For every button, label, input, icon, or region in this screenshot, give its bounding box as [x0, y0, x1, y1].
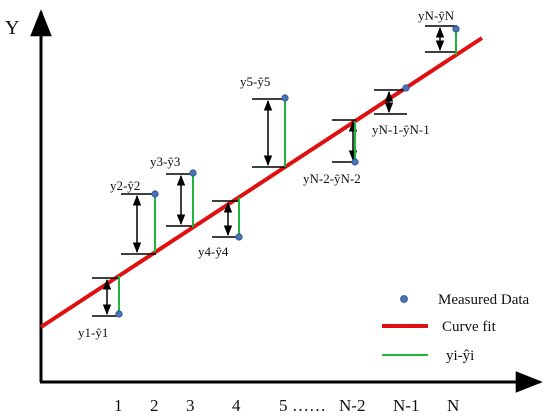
x-tick-ellipsis: ……: [292, 396, 326, 415]
measured-point-2: [151, 190, 159, 198]
x-tick-3: 3: [186, 396, 195, 415]
y1-y1hat-label: y1-ŷ1: [78, 325, 108, 340]
measured-point-8: [452, 25, 460, 33]
x-tick-5: 5: [279, 396, 288, 415]
yN2-label: yN-2-ŷN-2: [303, 171, 361, 186]
x-tick-1: 1: [114, 396, 123, 415]
measured-point-1: [115, 310, 123, 318]
yN-label: yN-ŷN: [418, 8, 455, 23]
x-tick-4: 4: [232, 396, 241, 415]
measured-point-4: [235, 233, 243, 241]
y5-y5hat-label: y5-ŷ5: [240, 74, 270, 89]
x-tick-n-2: N-2: [339, 396, 365, 415]
y-axis-label: Y: [5, 17, 19, 39]
legend-curve-fit: Curve fit: [442, 319, 497, 335]
measured-point-3: [189, 169, 197, 177]
x-tick-n-1: N-1: [393, 396, 419, 415]
legend-point-icon: [400, 295, 408, 303]
legend-residual: yi-ŷi: [446, 348, 474, 364]
x-tick-n: N: [447, 396, 459, 415]
yN1-label: yN-1-ŷN-1: [372, 122, 430, 137]
legend-measured-data: Measured Data: [438, 292, 530, 308]
y2-y2hat-label: y2-ŷ2: [110, 178, 140, 193]
measured-point-7: [402, 84, 410, 92]
y3-y3hat-label: y3-ŷ3: [150, 154, 180, 169]
y4-y4hat-label: y4-ŷ4: [198, 244, 229, 259]
residual-group: [92, 25, 460, 318]
measured-point-5: [281, 94, 289, 102]
measured-point-6: [351, 158, 359, 166]
x-tick-labels: 1 2 3 4 5 …… N-2 N-1 N: [114, 396, 459, 415]
x-tick-2: 2: [150, 396, 159, 415]
legend: Measured Data Curve fit yi-ŷi: [382, 292, 530, 364]
